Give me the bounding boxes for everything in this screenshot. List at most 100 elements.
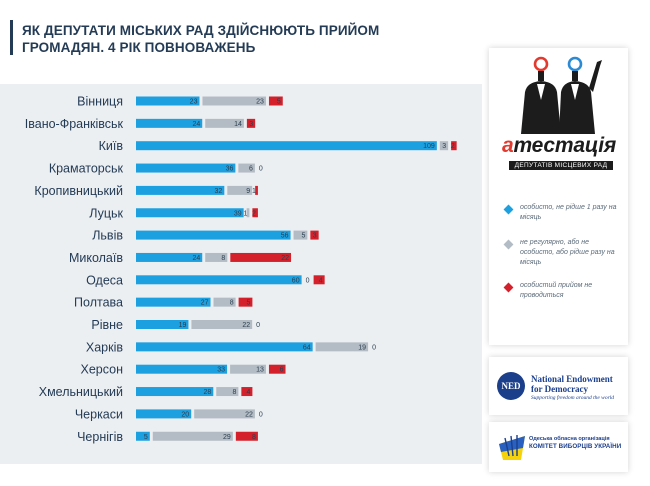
data-label: 5 bbox=[301, 233, 305, 240]
title-accent-bar bbox=[10, 20, 13, 55]
data-label: 9 bbox=[246, 188, 250, 195]
data-label: 5 bbox=[246, 300, 250, 307]
data-label: 36 bbox=[226, 166, 234, 173]
legend-text: особисто, не рідше 1 разу на місяць bbox=[520, 204, 617, 221]
bar-segment bbox=[268, 364, 286, 374]
category-label: Чернігів bbox=[77, 430, 123, 444]
bar-segment bbox=[213, 297, 236, 307]
bar-segment bbox=[313, 275, 325, 285]
legend-text: особистий прийом не проводиться bbox=[520, 282, 593, 299]
data-label: 32 bbox=[215, 188, 223, 195]
data-label: 13 bbox=[256, 367, 264, 374]
bar-segment bbox=[238, 297, 253, 307]
data-label: 39 bbox=[234, 210, 242, 217]
data-label: 20 bbox=[181, 411, 189, 418]
bar-segment bbox=[268, 96, 283, 106]
category-label: Львів bbox=[92, 229, 123, 243]
bar-segment bbox=[216, 387, 239, 397]
data-label: 2 bbox=[252, 210, 256, 217]
bar-segment bbox=[152, 431, 233, 441]
category-label: Київ bbox=[99, 139, 124, 153]
bar-segment bbox=[230, 252, 292, 262]
cvu-line1: Одеська обласна організація bbox=[529, 436, 610, 442]
bar-segment bbox=[136, 387, 214, 397]
category-label: Вінниця bbox=[77, 95, 123, 109]
data-label: 60 bbox=[292, 277, 300, 284]
bar-segment bbox=[202, 96, 266, 106]
bar-segment bbox=[136, 230, 291, 240]
category-label: Черкаси bbox=[75, 407, 123, 421]
bar-segment bbox=[136, 96, 200, 106]
ned-sponsor-logo: NED National Endowment for Democracy Sup… bbox=[489, 357, 628, 415]
data-label: 109 bbox=[423, 143, 435, 150]
logo-word-rest: тестація bbox=[513, 134, 616, 157]
bar-segment bbox=[230, 364, 266, 374]
data-label: 22 bbox=[245, 411, 253, 418]
data-label: 28 bbox=[203, 389, 211, 396]
legend-sidebar: атестація ДЕПУТАТІВ МІСЦЕВИХ РАД особист… bbox=[489, 48, 628, 345]
category-label: Кропивницький bbox=[34, 184, 123, 198]
bar-segment bbox=[246, 118, 256, 128]
bar-segment bbox=[205, 118, 244, 128]
attestation-logo: атестація ДЕПУТАТІВ МІСЦЕВИХ РАД bbox=[489, 48, 628, 178]
bar-segment bbox=[191, 320, 253, 329]
bar-segment bbox=[194, 409, 255, 419]
legend-text: не регулярно, або не особисто, або рідше… bbox=[520, 239, 615, 266]
bar-segment bbox=[241, 387, 253, 397]
data-label: 14 bbox=[234, 121, 242, 128]
data-label: 6 bbox=[249, 166, 253, 173]
logo-word: атестація bbox=[497, 134, 621, 158]
diamond-icon bbox=[503, 239, 514, 250]
bar-segment bbox=[227, 185, 253, 195]
data-label: 3 bbox=[313, 233, 317, 240]
data-label: 19 bbox=[179, 322, 187, 329]
cvu-emblem-icon bbox=[499, 435, 525, 460]
bar-segment bbox=[255, 185, 258, 195]
data-label: 22 bbox=[281, 255, 289, 262]
bar-segment bbox=[136, 409, 192, 419]
data-label: 24 bbox=[192, 121, 200, 128]
category-label: Миколаїв bbox=[69, 251, 123, 265]
bar-segment bbox=[136, 342, 313, 352]
data-label: 0 bbox=[306, 277, 310, 284]
category-label: Хмельницький bbox=[39, 385, 123, 399]
category-label: Рівне bbox=[91, 318, 123, 332]
bar-segment bbox=[235, 431, 258, 441]
data-label: 8 bbox=[221, 255, 225, 262]
chart-title-line2: ГРОМАДЯН. 4 РІК ПОВНОВАЖЕНЬ bbox=[22, 40, 256, 55]
data-label: 8 bbox=[252, 434, 256, 441]
bar-segment bbox=[252, 208, 258, 218]
data-label: 27 bbox=[201, 300, 209, 307]
data-label: 64 bbox=[303, 344, 311, 351]
deputies-silhouette-icon bbox=[521, 56, 602, 134]
bar-segment bbox=[136, 320, 189, 329]
data-label: 29 bbox=[223, 434, 231, 441]
category-label: Полтава bbox=[74, 296, 123, 310]
bar-segment bbox=[238, 163, 255, 173]
data-label: 4 bbox=[246, 389, 250, 396]
data-label: 56 bbox=[281, 233, 289, 240]
bar-segment bbox=[136, 297, 211, 307]
data-label: 23 bbox=[256, 99, 264, 106]
bar-segment bbox=[315, 342, 369, 352]
category-label: Івано-Франківськ bbox=[25, 117, 124, 131]
data-label: 1 bbox=[252, 188, 256, 195]
data-label: 0 bbox=[372, 344, 376, 351]
cvu-line2: КОМІТЕТ ВИБОРЦІВ УКРАЇНИ bbox=[529, 443, 622, 450]
diamond-icon bbox=[503, 282, 514, 293]
cvu-sponsor-logo: Одеська обласна організація КОМІТЕТ ВИБО… bbox=[489, 422, 628, 472]
bar-segment bbox=[136, 141, 437, 151]
logo-word-prefix: а bbox=[501, 134, 514, 157]
diamond-icon bbox=[503, 204, 514, 215]
bar-segment bbox=[136, 185, 225, 195]
data-label: 8 bbox=[230, 300, 234, 307]
logo-subtitle: ДЕПУТАТІВ МІСЦЕВИХ РАД bbox=[509, 161, 613, 170]
category-label: Харків bbox=[86, 340, 123, 354]
ned-tagline: Supporting freedom around the world bbox=[531, 395, 615, 401]
data-label: 0 bbox=[256, 322, 260, 329]
data-label: 3 bbox=[249, 121, 253, 128]
data-label: 0 bbox=[259, 411, 263, 418]
data-label: 1 bbox=[243, 210, 247, 217]
category-label: Луцьк bbox=[89, 206, 123, 220]
data-label: 6 bbox=[280, 367, 284, 374]
